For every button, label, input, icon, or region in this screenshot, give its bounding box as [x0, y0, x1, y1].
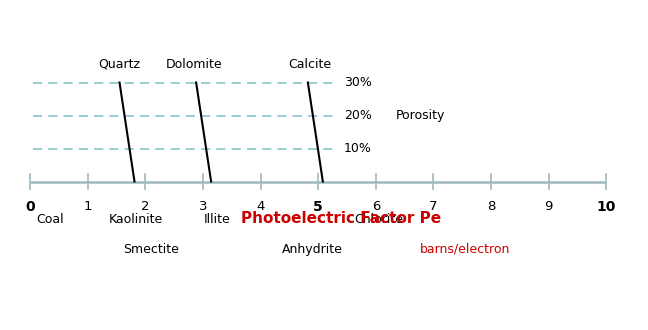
Text: Quartz: Quartz — [98, 58, 141, 71]
Text: Smectite: Smectite — [123, 243, 179, 255]
Text: 30%: 30% — [344, 76, 372, 89]
Text: 8: 8 — [487, 200, 495, 213]
Text: Kaolinite: Kaolinite — [108, 213, 163, 226]
Text: 5: 5 — [314, 200, 323, 214]
Text: 20%: 20% — [344, 109, 372, 122]
Text: Calcite: Calcite — [288, 58, 331, 71]
Text: Anhydrite: Anhydrite — [282, 243, 343, 255]
Text: 3: 3 — [199, 200, 207, 213]
Text: Porosity: Porosity — [396, 109, 445, 122]
Text: Photoelectric Factor Pe: Photoelectric Factor Pe — [241, 211, 441, 226]
Text: 2: 2 — [141, 200, 150, 213]
Text: Coal: Coal — [36, 213, 64, 226]
Text: Illite: Illite — [204, 213, 231, 226]
Text: 4: 4 — [257, 200, 265, 213]
Text: barns/electron: barns/electron — [420, 243, 511, 255]
Text: 0: 0 — [25, 200, 35, 214]
Text: 10%: 10% — [344, 142, 372, 155]
Text: 9: 9 — [544, 200, 553, 213]
Text: 1: 1 — [84, 200, 92, 213]
Text: 10: 10 — [597, 200, 616, 214]
Text: 6: 6 — [372, 200, 380, 213]
Text: Dolomite: Dolomite — [166, 58, 223, 71]
Text: 7: 7 — [429, 200, 437, 213]
Text: Chlorite: Chlorite — [354, 213, 403, 226]
